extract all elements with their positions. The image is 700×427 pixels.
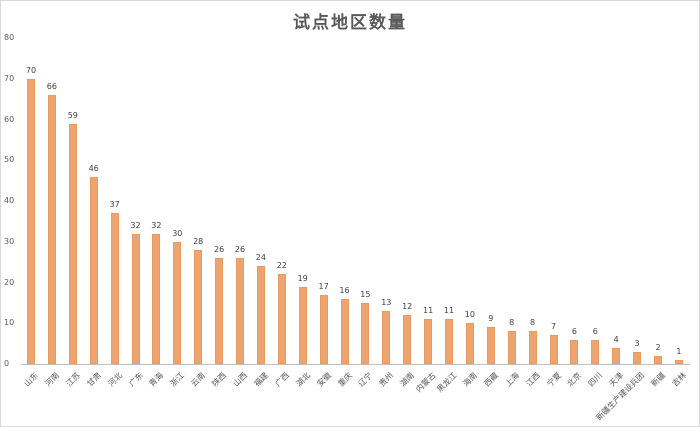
bar bbox=[256, 266, 265, 364]
data-label: 46 bbox=[88, 163, 99, 173]
data-label: 17 bbox=[318, 281, 329, 291]
bar bbox=[27, 78, 35, 364]
bar bbox=[486, 327, 495, 364]
bar bbox=[382, 311, 391, 364]
bar bbox=[507, 331, 516, 364]
data-label: 22 bbox=[276, 261, 287, 271]
y-tick-label: 50 bbox=[4, 155, 15, 165]
data-label: 28 bbox=[193, 236, 204, 246]
bar bbox=[674, 359, 683, 364]
data-label: 12 bbox=[402, 302, 413, 312]
data-label: 1 bbox=[676, 346, 682, 356]
data-label: 11 bbox=[443, 306, 455, 316]
bar bbox=[528, 331, 537, 364]
bar bbox=[319, 294, 328, 364]
bar bbox=[298, 286, 307, 364]
data-label: 70 bbox=[25, 65, 37, 75]
bar bbox=[236, 258, 244, 364]
bar bbox=[131, 233, 140, 364]
data-label: 32 bbox=[130, 220, 141, 230]
data-label: 16 bbox=[339, 285, 350, 295]
data-label: 37 bbox=[109, 200, 120, 210]
data-label: 3 bbox=[634, 338, 640, 348]
y-tick-label: 10 bbox=[4, 318, 15, 328]
bar bbox=[591, 339, 600, 364]
bar bbox=[277, 274, 286, 364]
data-label: 7 bbox=[550, 322, 557, 332]
bar bbox=[445, 319, 453, 364]
data-label: 13 bbox=[381, 298, 392, 308]
bar bbox=[403, 315, 412, 364]
data-label: 11 bbox=[423, 306, 434, 316]
bar bbox=[549, 335, 558, 364]
bar bbox=[570, 339, 579, 364]
bar bbox=[633, 351, 642, 364]
data-label: 9 bbox=[488, 314, 494, 324]
y-tick-label: 20 bbox=[4, 277, 15, 287]
data-label: 2 bbox=[655, 342, 661, 352]
bar bbox=[361, 302, 370, 364]
bar bbox=[215, 258, 224, 364]
data-label: 8 bbox=[509, 318, 515, 328]
bar bbox=[47, 95, 56, 364]
data-label: 19 bbox=[297, 273, 308, 283]
data-label: 15 bbox=[360, 289, 371, 299]
bar bbox=[612, 347, 621, 364]
bar bbox=[340, 298, 349, 364]
data-label: 8 bbox=[530, 318, 536, 328]
data-label: 10 bbox=[464, 310, 475, 320]
y-tick-label: 40 bbox=[4, 196, 15, 205]
y-tick-label: 70 bbox=[4, 73, 15, 83]
bar bbox=[465, 323, 474, 364]
y-tick-label: 0 bbox=[4, 359, 10, 368]
data-label: 26 bbox=[214, 245, 225, 255]
data-label: 4 bbox=[613, 334, 619, 344]
y-tick-label: 80 bbox=[4, 33, 15, 42]
y-tick-label: 60 bbox=[4, 114, 15, 124]
data-label: 24 bbox=[255, 253, 266, 263]
bar bbox=[89, 176, 98, 364]
bar bbox=[654, 355, 662, 364]
bar bbox=[68, 123, 77, 364]
y-tick-label: 30 bbox=[4, 236, 15, 246]
data-label: 6 bbox=[571, 326, 577, 336]
bar bbox=[152, 233, 161, 364]
chart-title: 试点地区数量 bbox=[293, 13, 407, 33]
data-label: 30 bbox=[172, 228, 183, 238]
bar bbox=[194, 249, 203, 364]
data-label: 6 bbox=[592, 326, 598, 336]
data-label: 66 bbox=[46, 82, 57, 92]
bar bbox=[173, 241, 182, 364]
bar bbox=[424, 319, 433, 364]
data-label: 32 bbox=[151, 220, 162, 230]
data-label: 59 bbox=[67, 110, 78, 120]
x-axis-line bbox=[21, 364, 690, 365]
data-label: 26 bbox=[234, 245, 246, 255]
bar bbox=[110, 213, 119, 364]
